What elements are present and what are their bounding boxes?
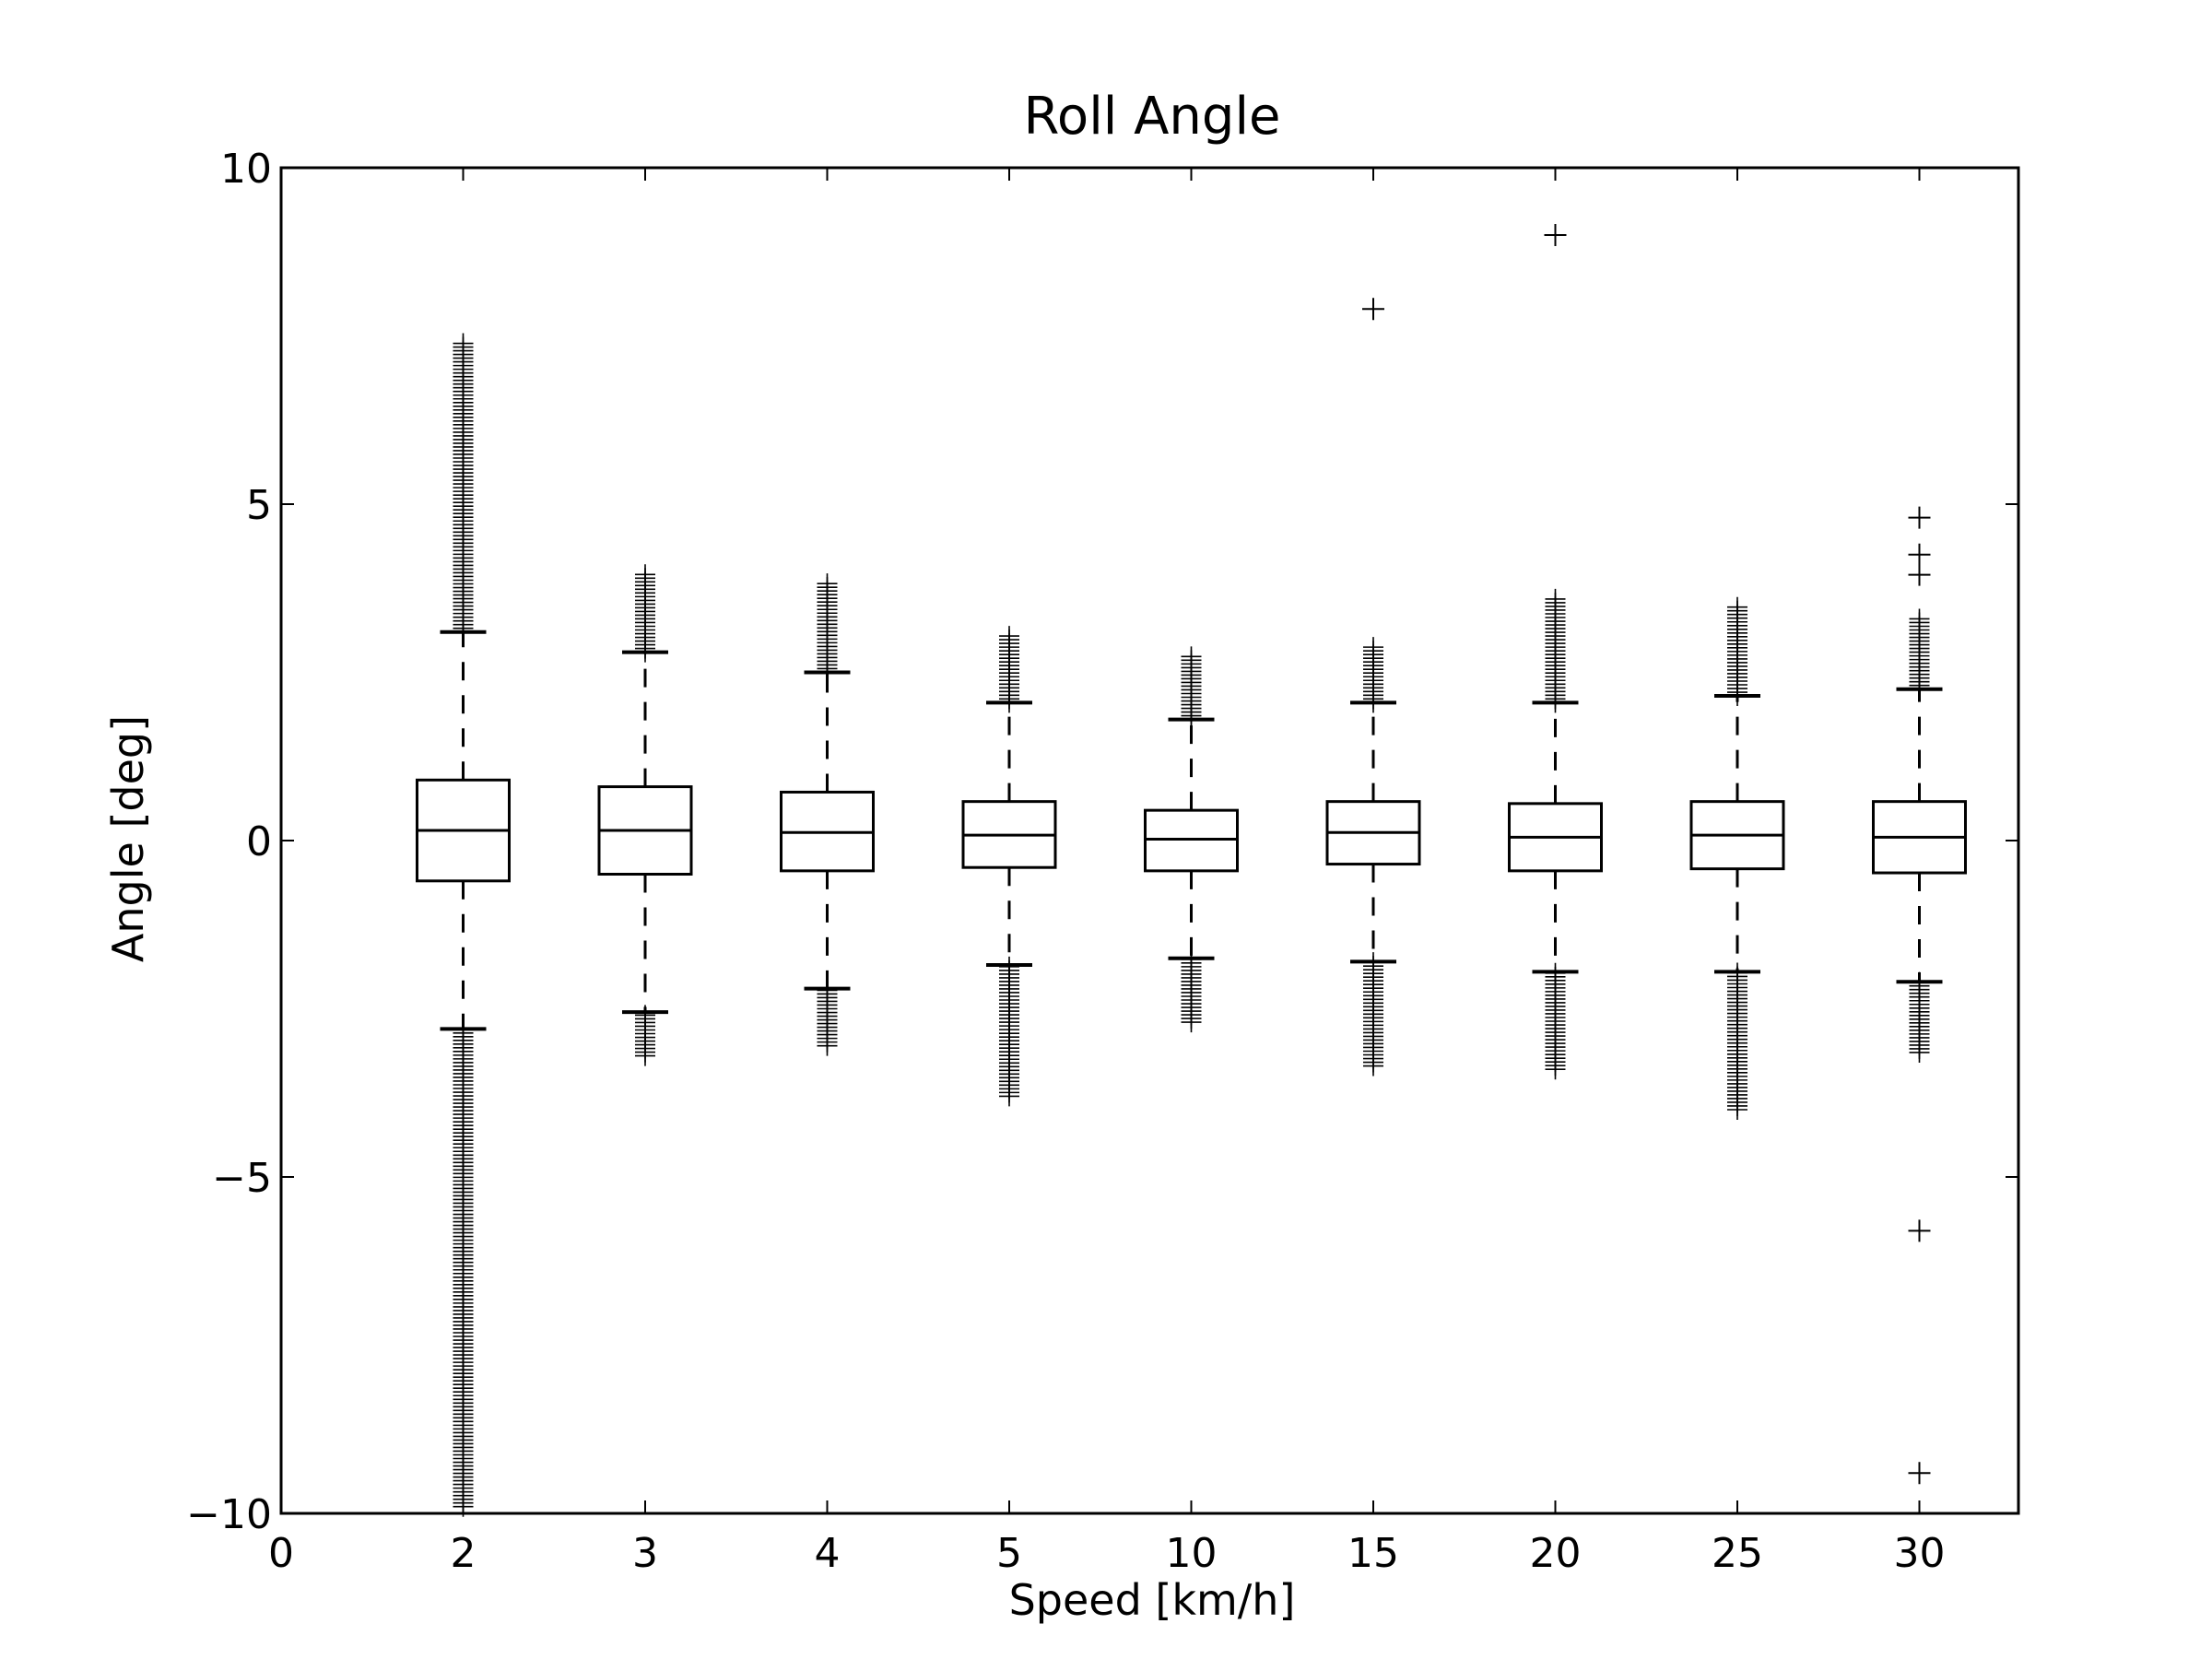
outlier-marker <box>1727 962 1747 983</box>
y-tick-label: 5 <box>246 482 272 529</box>
outlier-marker <box>635 1005 655 1026</box>
plot-area: −10 −5 0 5 10 0 2 3 4 5 10 15 20 25 30 <box>186 146 2020 1577</box>
outlier-marker <box>1545 588 1566 609</box>
x-tick-label: 4 <box>815 1530 841 1577</box>
outlier-marker <box>1363 952 1383 973</box>
outlier-marker <box>1362 298 1384 321</box>
x-tick-label: 15 <box>1347 1530 1399 1577</box>
outlier-marker <box>1545 962 1566 983</box>
outlier-marker <box>1727 596 1747 618</box>
outlier-marker <box>635 564 655 585</box>
x-tick-label: 5 <box>996 1530 1022 1577</box>
outlier-marker <box>1909 608 1930 629</box>
outlier-marker <box>1909 971 1930 993</box>
outlier-marker <box>999 956 1019 977</box>
x-tick-label: 0 <box>268 1530 294 1577</box>
x-tick-label: 3 <box>632 1530 658 1577</box>
outlier-marker <box>1908 506 1931 529</box>
outlier-marker <box>817 573 838 594</box>
y-tick-label: 0 <box>246 818 272 865</box>
outlier-marker <box>1908 543 1931 566</box>
chart-title: Roll Angle <box>1024 87 1281 147</box>
outlier-marker <box>453 333 474 354</box>
y-tick-label: 10 <box>220 146 272 193</box>
y-tick-label: −10 <box>186 1491 272 1538</box>
outlier-marker <box>1908 1219 1931 1242</box>
x-tick-label: 2 <box>451 1530 477 1577</box>
outlier-marker <box>1181 948 1202 970</box>
y-axis-label: Angle [deg] <box>103 715 153 962</box>
x-tick-label: 25 <box>1712 1530 1763 1577</box>
outlier-marker <box>999 626 1019 647</box>
outlier-marker <box>1181 646 1202 667</box>
outlier-marker <box>817 980 838 1001</box>
outlier-marker <box>1908 563 1931 586</box>
x-axis-label: Speed [km/h] <box>1009 1575 1296 1625</box>
y-tick-label: −5 <box>212 1155 272 1202</box>
outlier-marker <box>1908 1462 1931 1485</box>
x-tick-label: 10 <box>1166 1530 1218 1577</box>
outlier-marker <box>1544 224 1567 246</box>
outlier-marker <box>453 1018 474 1040</box>
x-tick-label: 30 <box>1894 1530 1946 1577</box>
outlier-marker <box>1363 637 1383 658</box>
x-tick-label: 20 <box>1530 1530 1582 1577</box>
